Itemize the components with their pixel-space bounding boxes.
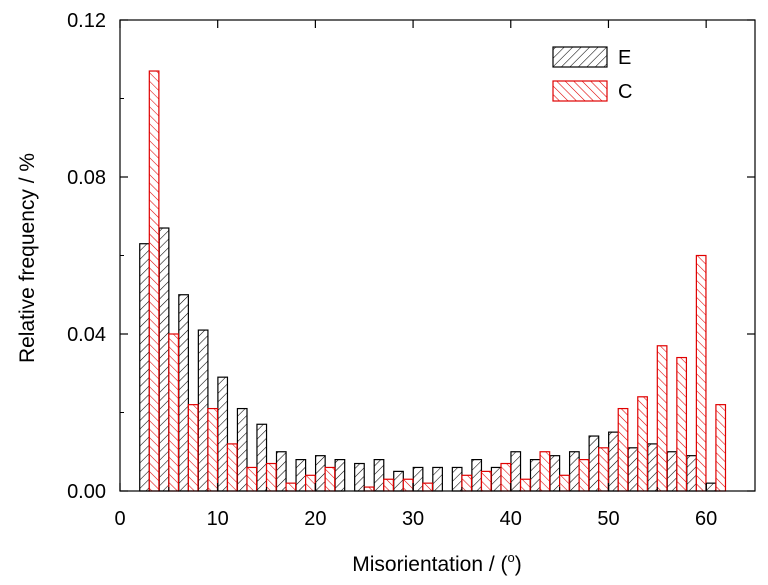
x-tick-label-10: 10 xyxy=(207,508,229,530)
bar-e-51 xyxy=(608,431,619,492)
bar-e-45 xyxy=(549,455,561,492)
bar-c-5 xyxy=(168,333,180,492)
bar-c-31 xyxy=(422,482,434,492)
bar-c-49 xyxy=(598,447,609,492)
bar-e-21 xyxy=(314,455,326,492)
bar-c-39 xyxy=(500,462,512,492)
bar-c-27 xyxy=(383,478,394,492)
bar-e-41 xyxy=(510,451,522,492)
axis-ticks: 0 10 20 30 40 50 60 0.00 0.04 0.08 0.12 xyxy=(67,10,755,530)
x-tick-label-20: 20 xyxy=(304,508,326,530)
bar-c-19 xyxy=(305,474,316,492)
bar-c-13 xyxy=(246,466,258,492)
bar-c-17 xyxy=(285,482,297,492)
bar-e-53 xyxy=(627,447,639,492)
bar-e-5 xyxy=(158,227,170,492)
bar-e-9 xyxy=(197,329,209,492)
x-axis-label-suffix: ) xyxy=(515,553,522,576)
x-axis-label-main: Misorientation / ( xyxy=(352,553,507,576)
bar-e-15 xyxy=(256,423,268,492)
bar-e-43 xyxy=(529,459,541,492)
bar-e-47 xyxy=(568,451,580,492)
bar-e-59 xyxy=(686,455,697,492)
bar-e-3 xyxy=(139,243,150,492)
y-tick-label-1: 0.04 xyxy=(67,324,106,346)
bar-e-31 xyxy=(412,466,424,492)
bar-c-41 xyxy=(519,478,531,492)
x-tick-label-60: 60 xyxy=(695,508,717,530)
bar-e-35 xyxy=(451,466,463,492)
bar-c-15 xyxy=(265,462,277,492)
legend-swatch-c xyxy=(552,80,608,102)
bar-e-27 xyxy=(373,459,385,492)
bar-c-47 xyxy=(578,459,590,492)
bars-layer xyxy=(139,70,727,492)
x-tick-label-0: 0 xyxy=(114,508,125,530)
bar-e-55 xyxy=(647,443,658,492)
legend-label-c: C xyxy=(618,81,632,103)
bar-c-61 xyxy=(715,404,727,492)
bar-c-11 xyxy=(226,443,238,492)
bar-c-57 xyxy=(676,356,688,492)
bar-e-13 xyxy=(236,407,248,492)
bar-e-17 xyxy=(275,451,287,492)
bar-c-9 xyxy=(207,407,219,492)
bar-c-29 xyxy=(402,478,414,492)
x-axis-label: Misorientation / (o) xyxy=(352,550,521,576)
y-tick-label-0: 0.00 xyxy=(67,481,106,503)
bar-e-39 xyxy=(490,466,502,492)
legend-label-e: E xyxy=(618,47,631,69)
y-tick-label-2: 0.08 xyxy=(67,167,106,189)
bar-c-43 xyxy=(539,451,551,492)
bar-c-53 xyxy=(637,396,648,492)
bar-e-61 xyxy=(705,482,717,492)
bar-e-37 xyxy=(471,459,483,492)
x-axis-label-superscript: o xyxy=(508,550,515,565)
bar-c-7 xyxy=(187,404,199,492)
bar-c-45 xyxy=(559,474,570,492)
x-tick-label-50: 50 xyxy=(597,508,619,530)
legend-swatch-e xyxy=(552,46,608,68)
bar-c-37 xyxy=(480,470,492,492)
bar-e-33 xyxy=(432,466,443,492)
bar-e-57 xyxy=(666,451,678,492)
bar-c-21 xyxy=(324,466,336,492)
bar-e-7 xyxy=(178,294,189,492)
x-tick-label-40: 40 xyxy=(500,508,522,530)
bar-e-23 xyxy=(334,459,346,492)
y-axis-label: Relative frequency / % xyxy=(16,153,39,363)
legend: E C xyxy=(552,46,632,103)
x-tick-label-30: 30 xyxy=(402,508,424,530)
bar-c-35 xyxy=(461,474,473,492)
bar-e-19 xyxy=(295,459,307,492)
bar-c-59 xyxy=(695,254,707,492)
bar-c-3 xyxy=(148,70,160,492)
bar-e-49 xyxy=(588,435,600,492)
bar-c-55 xyxy=(656,345,668,492)
bar-c-51 xyxy=(617,407,629,492)
bar-e-11 xyxy=(217,376,229,492)
bar-e-25 xyxy=(354,462,365,492)
bar-e-29 xyxy=(393,470,404,492)
y-tick-label-3: 0.12 xyxy=(67,10,106,32)
